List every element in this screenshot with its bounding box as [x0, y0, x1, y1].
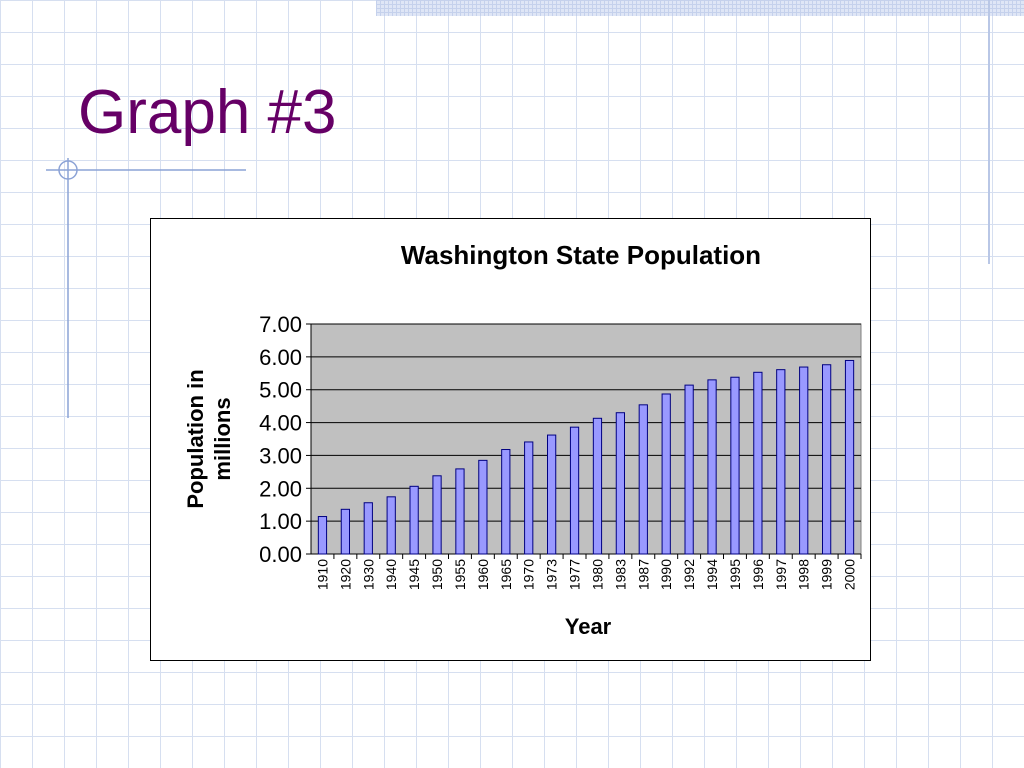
right-rule-line — [988, 0, 990, 264]
bar — [409, 485, 419, 555]
title-decoration — [46, 158, 246, 418]
y-tick-label: 4.00 — [259, 411, 302, 436]
bar — [547, 434, 557, 555]
x-tick-label: 1945 — [406, 559, 422, 590]
bar — [592, 417, 603, 555]
bar — [684, 384, 694, 555]
bar — [661, 393, 671, 555]
x-tick-label: 1990 — [658, 559, 674, 590]
x-tick-label: 1997 — [773, 559, 789, 590]
bar — [844, 359, 855, 555]
bar — [615, 412, 625, 555]
population-bar-chart: Washington State Population 0.00 1.00 2.00 3… — [183, 240, 862, 639]
x-tick-label: 1977 — [567, 559, 583, 590]
bar — [524, 441, 534, 555]
x-tick-label: 1965 — [498, 559, 514, 590]
x-tick-label: 1955 — [452, 559, 468, 590]
x-tick-label: 1987 — [635, 559, 651, 590]
x-tick-label: 1995 — [727, 559, 743, 590]
bar — [432, 475, 442, 555]
y-tick-label: 1.00 — [259, 509, 302, 534]
y-tick-label: 6.00 — [259, 345, 302, 370]
y-tick-label: 7.00 — [259, 312, 302, 337]
bar — [569, 426, 580, 555]
x-tick-label: 1998 — [796, 559, 812, 590]
bar — [730, 376, 740, 555]
slide-title: Graph #3 — [78, 78, 337, 147]
x-tick-label: 1920 — [337, 559, 353, 590]
header-band — [376, 0, 1024, 16]
bar — [638, 404, 648, 555]
x-tick-label: 1999 — [819, 559, 835, 590]
x-tick-label: 1992 — [681, 559, 697, 590]
x-tick-label: 1960 — [475, 559, 491, 590]
y-tick-label: 3.00 — [259, 443, 302, 468]
chart-frame: Washington State Population 0.00 1.00 2.00 3… — [150, 218, 871, 661]
bar — [455, 468, 465, 555]
x-tick-label: 1970 — [521, 559, 537, 590]
y-axis-label-line: Population in — [183, 369, 208, 508]
bar — [707, 379, 717, 555]
bar — [363, 502, 373, 555]
bar — [501, 449, 511, 555]
x-tick-label: 2000 — [842, 559, 858, 590]
x-tick-label: 1996 — [750, 559, 766, 590]
bar — [822, 364, 832, 555]
x-tick-label: 1940 — [383, 559, 399, 590]
y-axis-label: Population inmillions — [183, 369, 235, 508]
x-tick-label: 1980 — [589, 559, 605, 590]
x-tick-label: 1973 — [544, 559, 560, 590]
x-tick-label: 1950 — [429, 559, 445, 590]
bar — [753, 371, 763, 555]
y-tick-label: 0.00 — [259, 542, 302, 567]
y-tick-label: 2.00 — [259, 476, 302, 501]
x-tick-label: 1910 — [314, 559, 330, 590]
bar — [340, 508, 350, 555]
bar — [478, 459, 488, 555]
x-axis-label: Year — [565, 614, 612, 639]
y-tick-label: 5.00 — [259, 378, 302, 403]
plot-area — [310, 323, 862, 555]
y-axis-label-line: millions — [210, 397, 235, 480]
x-tick-label: 1983 — [612, 559, 628, 590]
x-tick-label: 1994 — [704, 559, 720, 590]
chart-title: Washington State Population — [401, 240, 761, 270]
bar — [317, 516, 328, 555]
x-tick-label: 1930 — [360, 559, 376, 590]
bar — [386, 496, 396, 555]
bar — [799, 366, 809, 555]
bar — [776, 369, 786, 555]
